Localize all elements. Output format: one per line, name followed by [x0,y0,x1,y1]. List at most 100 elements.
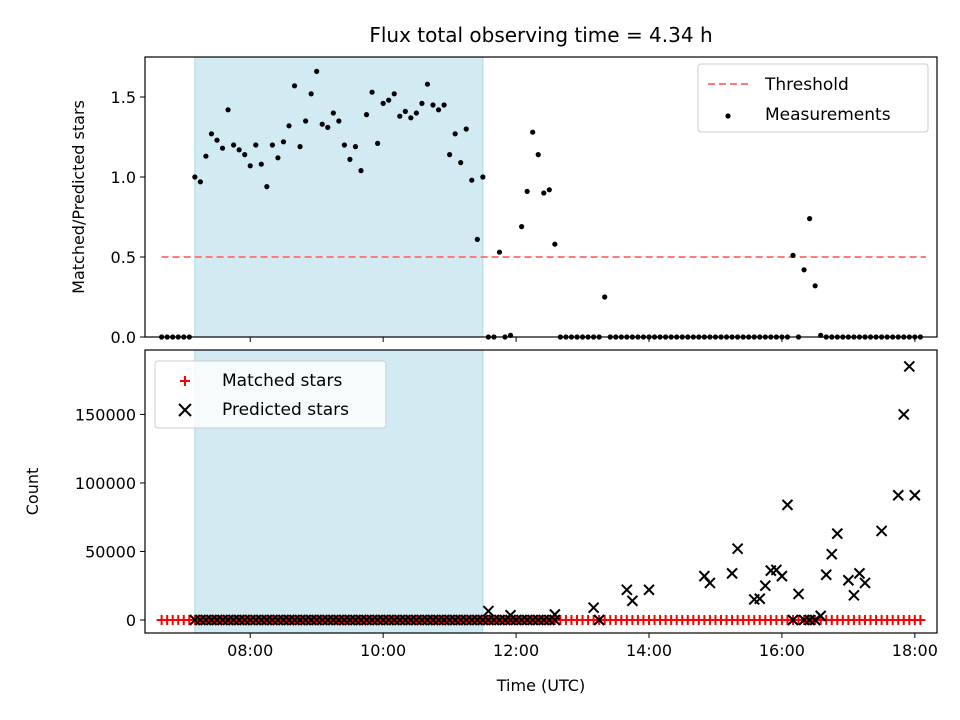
y-tick-label: 1.0 [111,168,136,187]
measurement-point [264,184,270,190]
x-tick-label: 12:00 [493,641,539,660]
top-legend: Threshold Measurements [697,63,929,133]
measurement-point [280,139,287,145]
measurement-point [336,118,342,124]
measurement-point [602,294,608,300]
measurements-legend-label: Measurements [765,105,891,125]
predicted-star-point [549,608,561,621]
predicted-star-point [875,525,888,537]
measurement-point [452,131,458,137]
x-tick-label: 08:00 [227,641,273,660]
measurement-point [430,102,436,108]
predicted-star-point [759,580,772,592]
x-tick-label: 14:00 [626,641,672,660]
predicted-legend-marker [178,403,192,417]
measurement-point [236,147,242,153]
measurement-point [441,102,447,108]
predicted-star-point [831,527,844,540]
predicted-star-point [792,588,805,600]
bottom-legend: Matched stars Predicted stars [154,360,387,429]
y-tick-label: 0.0 [111,328,136,347]
bottom-y-axis-label: Count [23,468,42,516]
matched-stars-points [156,614,926,625]
measurement-point [330,110,336,116]
predicted-star-point [892,489,904,501]
measurement-point [386,97,392,103]
threshold-legend-label: Threshold [764,75,849,95]
measurement-point [325,124,331,130]
measurement-point [790,252,796,258]
measurement-point [546,187,552,193]
measurement-point [369,89,375,95]
predicted-star-point [626,595,639,607]
measurement-point [203,153,209,159]
measurement-point [469,177,475,183]
measurement-point [247,163,253,169]
measurement-point [535,152,541,158]
measurement-point [541,190,547,196]
measurement-point [380,100,386,106]
predicted-star-point [754,593,766,605]
predicted-star-point [726,567,738,580]
measurement-point [319,121,325,127]
measurement-point [375,140,381,146]
measurement-point [347,156,353,162]
predicted-stars-legend-swatch [178,403,192,417]
measurement-point [358,168,364,174]
predicted-stars-legend-label: Predicted stars [222,400,349,420]
bottom-x-ticks: 08:00 10:00 12:00 14:00 16:00 18:00 [227,633,938,660]
measurement-point [480,174,486,180]
x-tick-label: 10:00 [360,641,406,660]
measurement-point [291,83,298,89]
predicted-star-point [898,408,910,421]
measurement-point [524,188,530,194]
x-tick-label: 18:00 [892,641,938,660]
measurement-point [297,144,303,150]
measurement-point [231,142,237,148]
predicted-star-point [853,567,866,580]
matched-stars-legend-swatch [180,376,190,386]
measurement-point [496,249,503,255]
predicted-star-point [809,614,821,626]
measurement-point [225,107,231,113]
bottom-plot-frame [144,349,938,634]
measurement-point [812,283,818,289]
measurements-legend-swatch [725,113,731,119]
measurement-point [214,137,220,143]
measurement-point [242,152,248,158]
matched-legend-marker [180,376,190,386]
predicted-star-point [859,577,871,589]
predicted-star-point [504,609,517,621]
measurement-point [413,110,419,116]
top-y-axis-label: Matched/Predicted stars [69,100,88,294]
measurement-point [408,115,414,121]
measurement-point [402,108,408,114]
predicted-star-point [814,610,827,622]
measurement-point [303,118,309,124]
measurement-point [314,68,320,74]
measurement-point [197,179,203,185]
bottom-panel: 0 50000 100000 150000 08:00 10:00 12:00 14:00 1… [23,349,938,695]
predicted-star-point [593,614,605,626]
predicted-star-point [820,569,832,581]
measurement-point [458,160,464,166]
measurement-point [801,267,807,273]
top-panel: 0.0 0.5 1.0 1.5 Flux total observing time =… [69,23,938,347]
measurement-point [463,126,469,132]
measurement-point [391,91,397,97]
predicted-star-point [776,570,788,582]
measurement-point [435,107,442,113]
predicted-star-point [587,601,600,614]
measurement-point [275,155,281,161]
bottom-legend-box [154,360,387,429]
measurement-point [341,142,347,148]
measurement-point [352,144,359,150]
top-x-ticks [249,337,916,342]
measurement-point [447,152,453,158]
measurement-point [258,161,264,167]
matched-star-point [915,614,926,625]
measurement-point [192,174,198,180]
measurement-point [419,100,425,106]
measurement-point [308,91,314,97]
